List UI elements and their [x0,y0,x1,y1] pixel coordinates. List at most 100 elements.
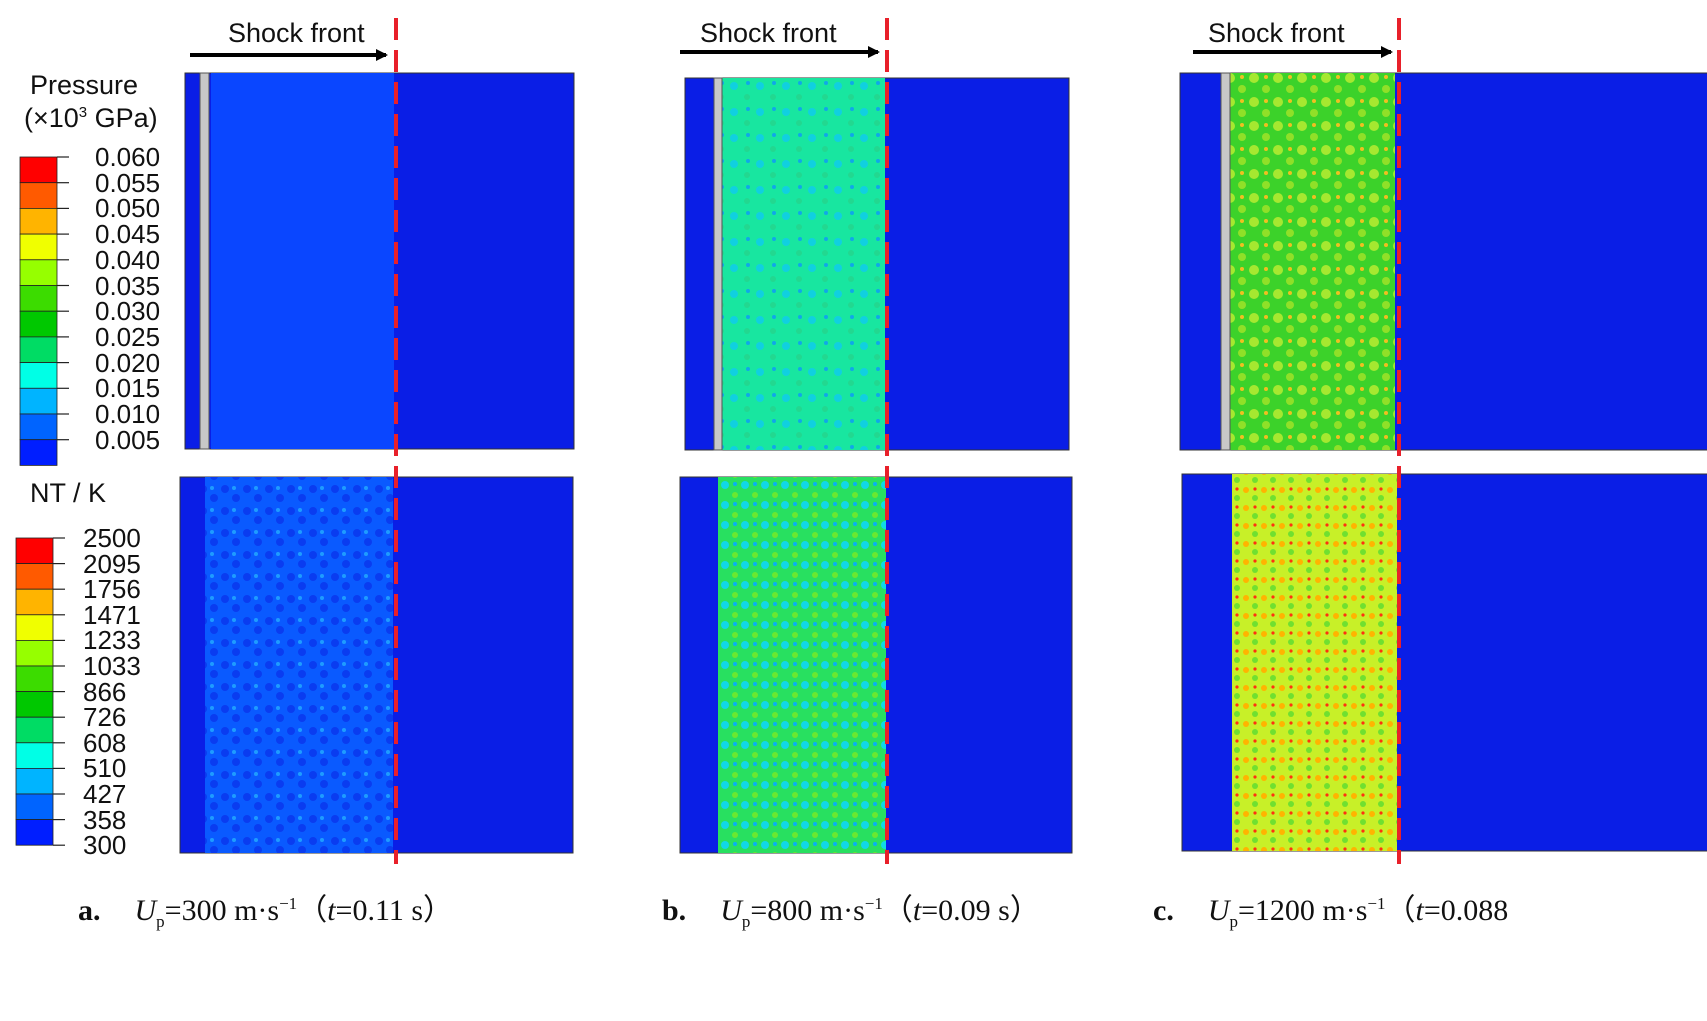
shocked-region-pressure-a [211,73,394,449]
caption-tail1: （ [297,894,328,927]
temperature-color-swatch [15,768,54,795]
shock-front-label-b: Shock front [700,18,837,48]
temperature-color-swatch [15,819,54,846]
pressure-title-line2: (×103 GPa) [24,103,158,134]
piston-b [713,77,723,451]
temperature-tick-label: 1471 [83,599,141,630]
caption-sub: p [1229,912,1239,931]
pressure-tick-label: 0.060 [95,142,161,172]
caption-tail2: =0.088 [1423,894,1509,927]
temperature-tick-label: 1033 [83,651,141,681]
pressure-color-swatch [19,413,58,441]
temperature-color-swatch [15,537,54,565]
shocked-region-pressure-b [722,78,885,450]
caption-tail1: （ [882,894,913,927]
shocked-region-pressure-c [1230,73,1395,450]
shock-front-label-c: Shock front [1208,18,1345,48]
pressure-title-exp: 3 [78,104,88,121]
temperature-tick-label: 1756 [83,574,141,605]
pressure-tick-label: 0.010 [95,399,161,429]
caption-sub: p [156,912,165,931]
pressure-color-swatch [19,439,58,466]
caption-letter: b. [662,894,687,927]
temperature-color-swatch [15,640,54,667]
caption-rest: =800 m·s [750,894,865,927]
temperature-color-swatch [15,614,54,641]
caption-rest: =300 m·s [164,894,280,927]
pressure-color-swatch [19,387,58,415]
pressure-tick-label: 0.005 [95,424,161,455]
temperature-tick-label: 726 [83,702,127,733]
caption-t: t [327,894,336,927]
temperature-color-swatch [15,665,54,693]
pressure-tick-label: 0.015 [95,373,161,404]
pressure-title-line1: Pressure [30,70,139,100]
temperature-tick-label: 427 [83,779,127,809]
temperature-color-swatch [15,588,54,616]
caption-t: t [912,894,922,927]
shock-front-label-a: Shock front [228,18,365,48]
pressure-tick-label: 0.025 [95,321,161,352]
pressure-color-swatch [19,259,58,286]
pressure-color-swatch [19,310,58,338]
pressure-tick-label: 0.035 [95,270,161,301]
caption-t: t [1415,894,1424,927]
temperature-color-swatch [15,691,54,718]
pressure-color-swatch [19,285,58,312]
pressure-color-swatch [19,362,58,389]
caption-var: U [1207,894,1230,927]
shocked-region-temperature-c [1232,474,1397,851]
temperature-tick-label: 866 [83,676,127,707]
caption-rest: =1200 m·s [1238,894,1368,927]
pressure-title-suffix: GPa) [87,103,158,133]
piston-a [199,72,210,450]
caption-exp: −1 [1367,894,1386,913]
caption-c: c. Up=1200 m·s−1（t=0.088 [1153,885,1508,932]
temperature-tick-label: 2500 [83,523,141,553]
temperature-tick-label: 358 [83,804,127,835]
pressure-tick-label: 0.030 [95,296,161,327]
pressure-color-swatch [19,207,58,235]
pressure-colorbar [19,156,69,466]
pressure-color-swatch [19,336,58,363]
shocked-region-temperature-b [718,477,886,853]
temperature-color-swatch [15,793,54,821]
temperature-tick-label: 608 [83,727,127,758]
pressure-tick-label: 0.045 [95,219,161,250]
caption-var: U [134,894,157,927]
panel-a [179,18,575,864]
shocked-region-temperature-a [205,477,393,853]
pressure-tick-label: 0.040 [95,244,161,275]
caption-tail2: =0.09 s） [921,894,1040,927]
pressure-tick-label: 0.050 [95,193,161,224]
pressure-legend-title: Pressure (×103 GPa) [24,70,158,134]
pressure-tick-label: 0.020 [95,347,161,378]
temperature-tick-label: 1233 [83,625,141,656]
piston-c [1220,72,1231,451]
temperature-tick-label: 2095 [83,548,141,579]
caption-exp: −1 [279,894,298,913]
temperature-tick-label: 510 [83,753,127,784]
temperature-legend-title: NT / K [30,478,107,508]
caption-tail1: （ [1385,894,1416,927]
caption-b: b. Up=800 m·s−1（t=0.09 s） [662,885,1040,932]
temperature-color-swatch [15,742,54,769]
temperature-tick-label: 300 [83,830,127,861]
temperature-colorbar [15,537,65,846]
pressure-tick-label: 0.055 [95,167,161,198]
pressure-color-swatch [19,182,58,209]
pressure-title-prefix: (×10 [24,103,79,133]
caption-sub: p [741,912,751,931]
caption-tail2: =0.11 s） [335,894,454,927]
caption-var: U [720,894,742,927]
pressure-color-swatch [19,156,58,184]
panel-c [1179,18,1707,864]
temperature-color-swatch [15,716,54,744]
pressure-color-swatch [19,233,58,261]
caption-letter: a. [78,894,101,927]
temperature-color-swatch [15,563,54,590]
caption-a: a. Up=300 m·s−1（t=0.11 s） [78,885,453,932]
panel-b [679,18,1073,864]
caption-letter: c. [1153,894,1174,927]
